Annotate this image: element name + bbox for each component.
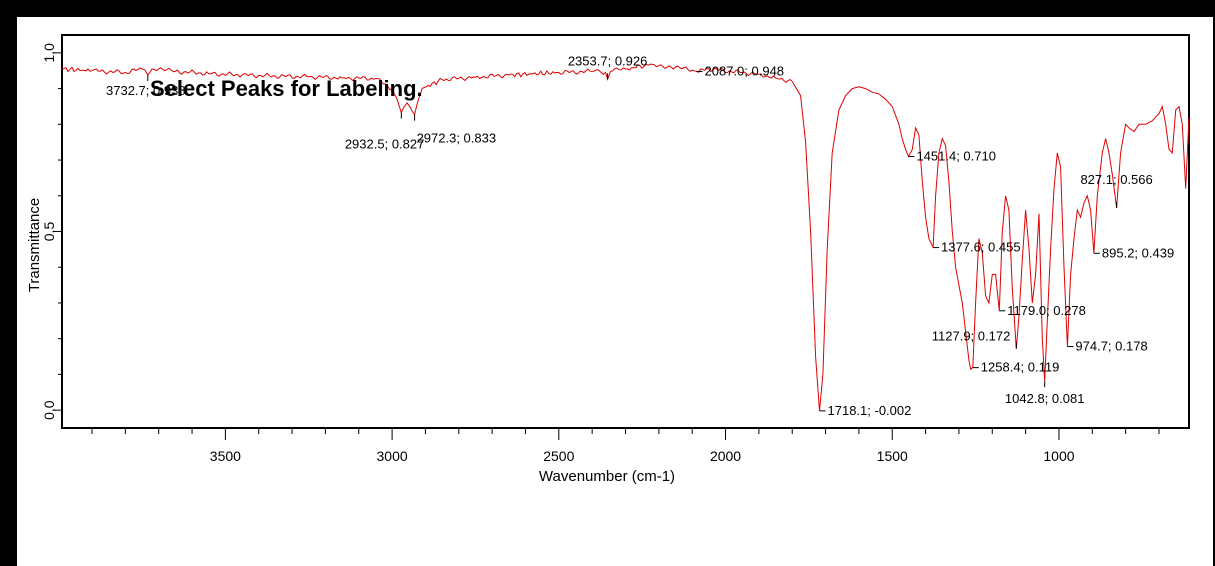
peak-label: 2087.0; 0.948	[705, 63, 785, 78]
overlay-instruction: Select Peaks for Labeling.	[150, 76, 423, 101]
x-tick-label: 2500	[543, 448, 574, 464]
peak-label: 1179.0; 0.278	[1007, 303, 1086, 318]
peak-label: 895.2; 0.439	[1102, 245, 1174, 260]
x-tick-label: 3000	[377, 448, 408, 464]
peak-label: 1127.9; 0.172	[932, 329, 1011, 344]
y-tick-label: 0,0	[41, 400, 57, 420]
ir-spectrum-chart: 3500 3000 2500 2000 1500 1000 0,0 0,5 1,0 3732.…	[26, 34, 1190, 485]
peak-label: 1042.8; 0.081	[1005, 391, 1085, 406]
peak-label: 1718.1; -0.002	[828, 403, 912, 418]
peak-label: 974.7; 0.178	[1075, 339, 1147, 354]
x-tick-label: 3500	[210, 448, 241, 464]
peak-label: 2932.5; 0.827	[345, 137, 425, 152]
peak-label: 3732.7; 0.938	[106, 83, 186, 98]
x-tick-label: 2000	[710, 448, 741, 464]
peak-label: 827.1; 0.566	[1080, 172, 1152, 187]
y-tick-label: 1,0	[41, 43, 57, 63]
peak-label: 2972.3; 0.833	[417, 131, 497, 146]
peak-label: 1451.4; 0.710	[916, 148, 996, 163]
spectrum-line	[61, 63, 1190, 411]
peak-label: 2353.7; 0.926	[568, 53, 648, 68]
y-tick-label: 0,5	[41, 222, 57, 242]
x-tick-label: 1000	[1043, 448, 1074, 464]
x-tick-label: 1500	[877, 448, 908, 464]
peak-label: 1258.4; 0.119	[981, 360, 1060, 375]
y-axis: 0,0 0,5 1,0	[41, 43, 62, 420]
chart-frame: 3500 3000 2500 2000 1500 1000 0,0 0,5 1,0 3732.…	[17, 17, 1213, 566]
y-axis-title: Transmittance	[26, 198, 43, 292]
x-axis: 3500 3000 2500 2000 1500 1000	[91, 428, 1160, 464]
peak-label: 1377.6; 0.455	[941, 240, 1021, 255]
x-axis-title: Wavenumber (cm-1)	[539, 468, 675, 485]
